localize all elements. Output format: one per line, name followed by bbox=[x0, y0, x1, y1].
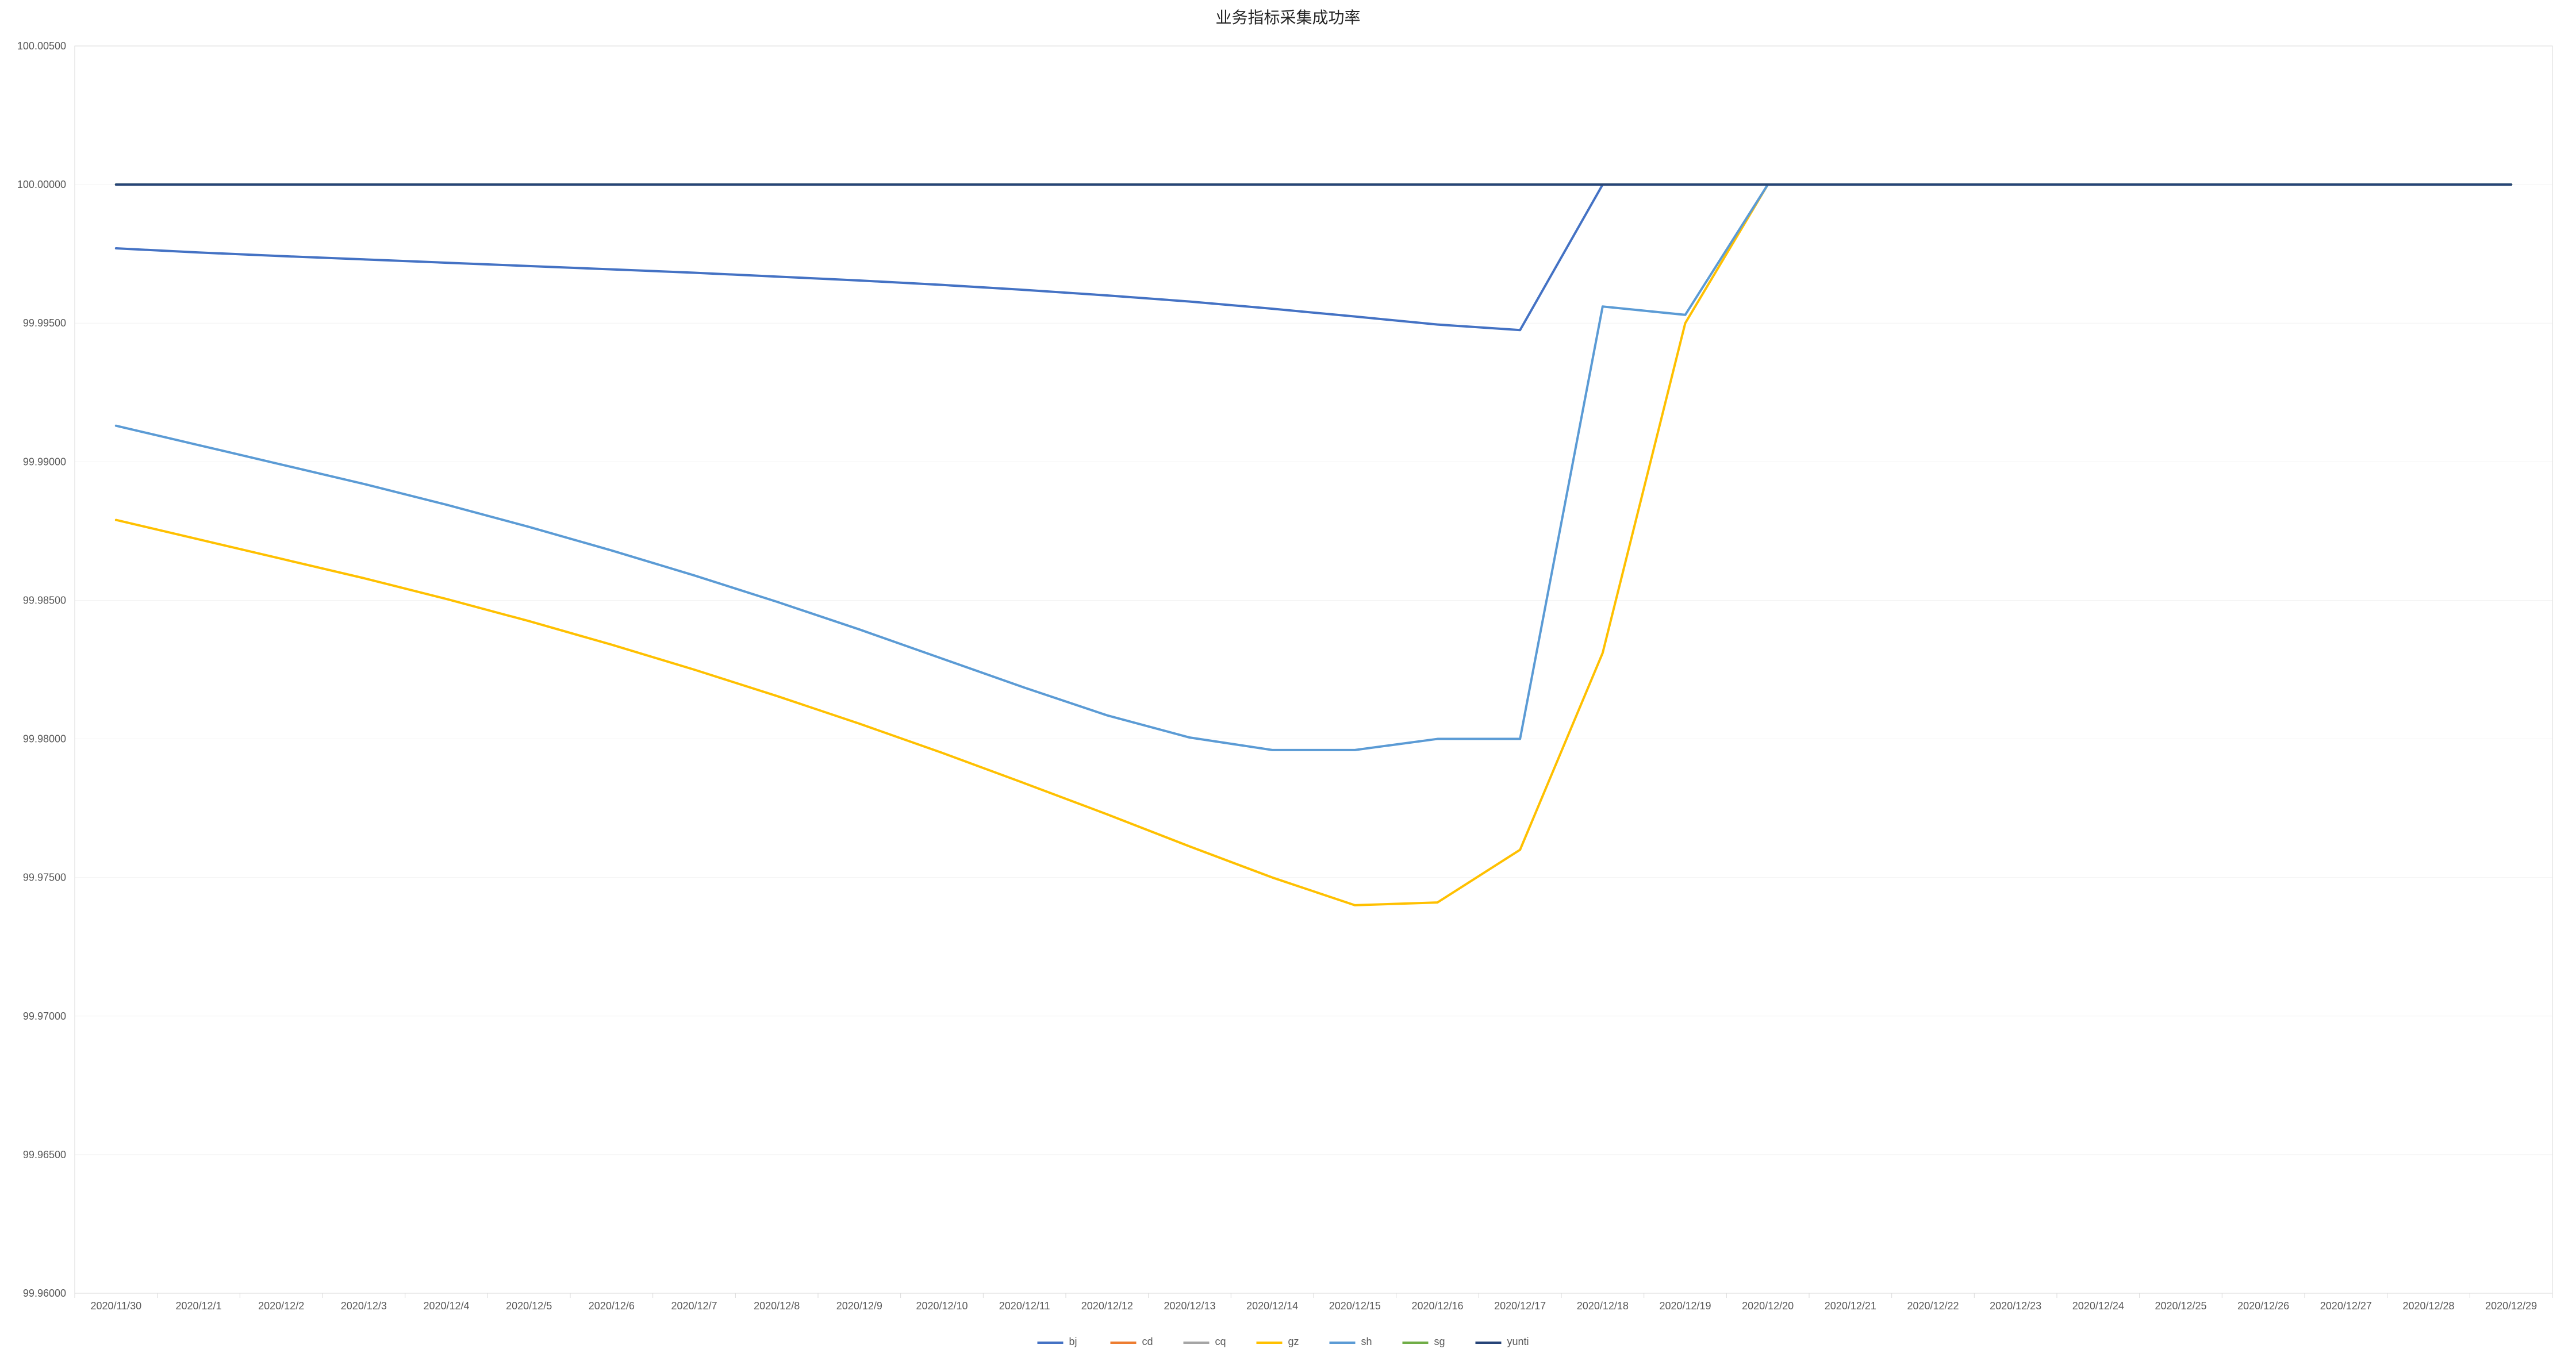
legend-swatch-cq bbox=[1184, 1342, 1210, 1344]
x-tick-label: 2020/12/17 bbox=[1494, 1300, 1546, 1312]
legend-label-sg: sg bbox=[1434, 1336, 1445, 1347]
x-tick-label: 2020/12/19 bbox=[1659, 1300, 1711, 1312]
legend-swatch-yunti bbox=[1476, 1342, 1502, 1344]
y-tick-label: 99.97500 bbox=[23, 872, 66, 883]
chart-container: 99.96000 99.96500 99.97000 99.97500 99.98000… bbox=[0, 0, 2576, 1372]
y-tick-label: 99.99000 bbox=[23, 456, 66, 467]
x-tick-label: 2020/12/23 bbox=[1990, 1300, 2041, 1312]
x-tick-label: 2020/12/9 bbox=[836, 1300, 882, 1312]
chart-background bbox=[0, 0, 2576, 1372]
x-tick-label: 2020/12/24 bbox=[2072, 1300, 2124, 1312]
legend-swatch-bj bbox=[1038, 1342, 1064, 1344]
x-tick-label: 2020/12/12 bbox=[1081, 1300, 1133, 1312]
y-tick-label: 100.00000 bbox=[17, 179, 66, 190]
y-tick-label: 99.98000 bbox=[23, 733, 66, 745]
x-tick-label: 2020/12/7 bbox=[671, 1300, 717, 1312]
x-tick-label: 2020/12/4 bbox=[423, 1300, 469, 1312]
x-tick-label: 2020/12/28 bbox=[2402, 1300, 2454, 1312]
x-tick-label: 2020/12/14 bbox=[1246, 1300, 1298, 1312]
x-tick-label: 2020/12/21 bbox=[1825, 1300, 1876, 1312]
y-tick-label: 99.96500 bbox=[23, 1149, 66, 1160]
y-tick-label: 99.98500 bbox=[23, 594, 66, 606]
x-tick-label: 2020/12/2 bbox=[258, 1300, 304, 1312]
legend-swatch-cd bbox=[1111, 1342, 1137, 1344]
chart-title: 业务指标采集成功率 bbox=[1215, 9, 1360, 26]
x-tick-label: 2020/12/25 bbox=[2155, 1300, 2206, 1312]
x-tick-label: 2020/12/22 bbox=[1907, 1300, 1959, 1312]
legend-label-cd: cd bbox=[1142, 1336, 1153, 1347]
x-tick-label: 2020/12/18 bbox=[1577, 1300, 1629, 1312]
y-tick-label: 99.99500 bbox=[23, 317, 66, 329]
x-tick-label: 2020/12/29 bbox=[2485, 1300, 2537, 1312]
x-tick-label: 2020/12/26 bbox=[2237, 1300, 2289, 1312]
x-tick-label: 2020/12/10 bbox=[916, 1300, 968, 1312]
legend-swatch-gz bbox=[1257, 1342, 1283, 1344]
x-tick-label: 2020/12/13 bbox=[1164, 1300, 1215, 1312]
legend-swatch-sg bbox=[1403, 1342, 1429, 1344]
y-tick-label: 100.00500 bbox=[17, 40, 66, 52]
x-tick-label: 2020/12/5 bbox=[506, 1300, 552, 1312]
legend-label-yunti: yunti bbox=[1507, 1336, 1529, 1347]
legend-swatch-sh bbox=[1330, 1342, 1356, 1344]
legend-label-sh: sh bbox=[1361, 1336, 1372, 1347]
legend-label-bj: bj bbox=[1069, 1336, 1077, 1347]
y-tick-label: 99.96000 bbox=[23, 1288, 66, 1299]
x-tick-label: 2020/12/11 bbox=[999, 1300, 1050, 1312]
line-chart: 99.96000 99.96500 99.97000 99.97500 99.98000… bbox=[0, 0, 2576, 1372]
x-tick-label: 2020/12/1 bbox=[175, 1300, 221, 1312]
x-tick-label: 2020/12/3 bbox=[341, 1300, 387, 1312]
x-tick-label: 2020/12/20 bbox=[1742, 1300, 1794, 1312]
x-tick-label: 2020/12/6 bbox=[589, 1300, 635, 1312]
x-tick-label: 2020/12/8 bbox=[754, 1300, 800, 1312]
x-tick-label: 2020/12/15 bbox=[1329, 1300, 1381, 1312]
x-tick-label: 2020/11/30 bbox=[90, 1300, 141, 1312]
x-tick-label: 2020/12/16 bbox=[1411, 1300, 1463, 1312]
y-tick-label: 99.97000 bbox=[23, 1010, 66, 1022]
legend-label-cq: cq bbox=[1215, 1336, 1226, 1347]
x-tick-label: 2020/12/27 bbox=[2320, 1300, 2372, 1312]
legend-label-gz: gz bbox=[1288, 1336, 1299, 1347]
